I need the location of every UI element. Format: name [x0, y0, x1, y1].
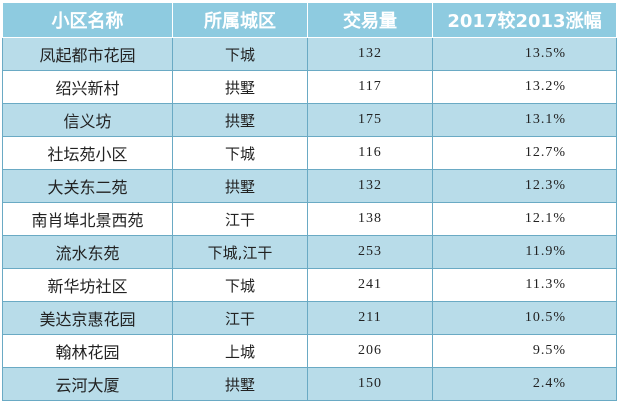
- district-cell: 上城: [172, 334, 308, 368]
- residential-ranking-table: 小区名称 所属城区 交易量 2017较2013涨幅 凤起都市花园 下城 132 …: [2, 2, 617, 401]
- table-row: 翰林花园 上城 206 9.5%: [2, 334, 617, 368]
- community-name-cell: 新华坊社区: [2, 268, 173, 302]
- volume-cell: 206: [307, 334, 433, 368]
- community-name-cell: 翰林花园: [2, 334, 173, 368]
- table-row: 南肖埠北景西苑 江干 138 12.1%: [2, 202, 617, 236]
- district-cell: 拱墅: [172, 70, 308, 104]
- community-name-cell: 绍兴新村: [2, 70, 173, 104]
- volume-cell: 175: [307, 103, 433, 137]
- community-name-cell: 南肖埠北景西苑: [2, 202, 173, 236]
- district-cell: 拱墅: [172, 367, 308, 401]
- volume-cell: 132: [307, 169, 433, 203]
- table-row: 社坛苑小区 下城 116 12.7%: [2, 136, 617, 170]
- header-district: 所属城区: [172, 2, 308, 38]
- table-row: 凤起都市花园 下城 132 13.5%: [2, 37, 617, 71]
- district-cell: 下城: [172, 37, 308, 71]
- district-cell: 下城: [172, 136, 308, 170]
- change-cell: 12.7%: [432, 136, 617, 170]
- header-community-name: 小区名称: [2, 2, 173, 38]
- community-name-cell: 信义坊: [2, 103, 173, 137]
- district-cell: 拱墅: [172, 103, 308, 137]
- change-cell: 12.3%: [432, 169, 617, 203]
- volume-cell: 117: [307, 70, 433, 104]
- volume-cell: 211: [307, 301, 433, 335]
- volume-cell: 116: [307, 136, 433, 170]
- table-row: 新华坊社区 下城 241 11.3%: [2, 268, 617, 302]
- table-row: 云河大厦 拱墅 150 2.4%: [2, 367, 617, 401]
- volume-cell: 150: [307, 367, 433, 401]
- district-cell: 下城: [172, 268, 308, 302]
- district-cell: 下城,江干: [172, 235, 308, 269]
- change-cell: 12.1%: [432, 202, 617, 236]
- district-cell: 拱墅: [172, 169, 308, 203]
- change-cell: 13.1%: [432, 103, 617, 137]
- community-name-cell: 美达京惠花园: [2, 301, 173, 335]
- table-row: 绍兴新村 拱墅 117 13.2%: [2, 70, 617, 104]
- change-cell: 11.9%: [432, 235, 617, 269]
- community-name-cell: 流水东苑: [2, 235, 173, 269]
- community-name-cell: 社坛苑小区: [2, 136, 173, 170]
- change-cell: 2.4%: [432, 367, 617, 401]
- change-cell: 10.5%: [432, 301, 617, 335]
- header-change: 2017较2013涨幅: [432, 2, 617, 38]
- volume-cell: 138: [307, 202, 433, 236]
- table-row: 大关东二苑 拱墅 132 12.3%: [2, 169, 617, 203]
- community-name-cell: 云河大厦: [2, 367, 173, 401]
- table-row: 美达京惠花园 江干 211 10.5%: [2, 301, 617, 335]
- community-name-cell: 大关东二苑: [2, 169, 173, 203]
- community-name-cell: 凤起都市花园: [2, 37, 173, 71]
- volume-cell: 241: [307, 268, 433, 302]
- district-cell: 江干: [172, 301, 308, 335]
- change-cell: 9.5%: [432, 334, 617, 368]
- change-cell: 13.2%: [432, 70, 617, 104]
- change-cell: 13.5%: [432, 37, 617, 71]
- table-row: 信义坊 拱墅 175 13.1%: [2, 103, 617, 137]
- volume-cell: 132: [307, 37, 433, 71]
- volume-cell: 253: [307, 235, 433, 269]
- header-row: 小区名称 所属城区 交易量 2017较2013涨幅: [2, 2, 617, 38]
- district-cell: 江干: [172, 202, 308, 236]
- table-row: 流水东苑 下城,江干 253 11.9%: [2, 235, 617, 269]
- header-volume: 交易量: [307, 2, 433, 38]
- change-cell: 11.3%: [432, 268, 617, 302]
